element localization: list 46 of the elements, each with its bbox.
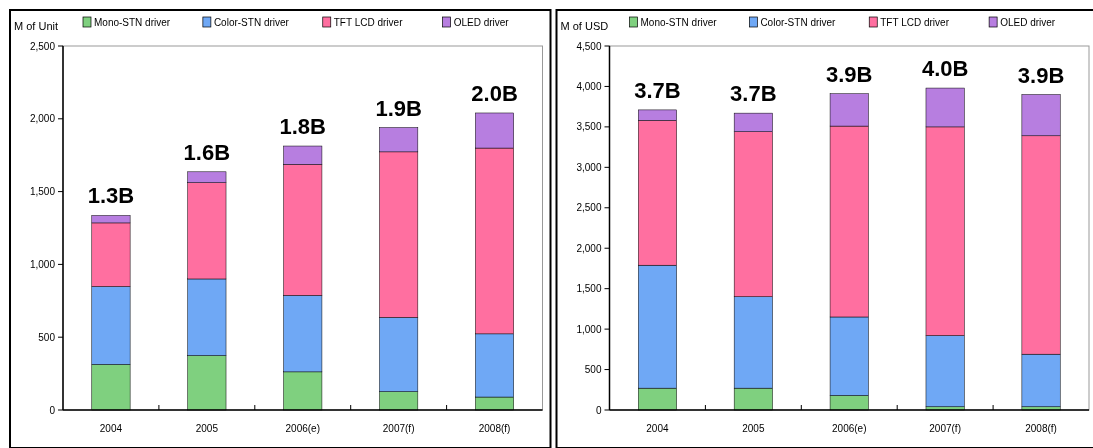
legend-label: TFT LCD driver: [333, 17, 404, 28]
total-label: 1.3B: [87, 183, 135, 209]
x-tick-label: 2008(f): [1025, 423, 1057, 434]
y-axis-title: M of Unit: [14, 20, 59, 32]
x-tick-label: 2005: [742, 423, 765, 434]
y-tick-label: 1,000: [29, 258, 56, 270]
legend-label: Color-STN driver: [213, 17, 290, 28]
total-label: 3.9B: [1017, 62, 1065, 88]
total-label: 2.0B: [471, 80, 518, 106]
total-label: 1.9B: [375, 95, 422, 121]
legend-label: OLED driver: [1000, 17, 1056, 28]
x-tick-label: 2004: [99, 423, 123, 434]
legend-label: Color-STN driver: [760, 17, 837, 28]
y-tick-label: 2,500: [576, 202, 602, 214]
y-tick-label: 3,000: [576, 161, 602, 173]
y-axis-title: M of USD: [560, 20, 609, 32]
legend-label: OLED driver: [453, 17, 510, 28]
y-tick-label: 0: [49, 404, 56, 416]
x-tick-label: 2007(f): [929, 423, 961, 434]
total-label: 1.6B: [183, 139, 231, 165]
x-tick-label: 2004: [646, 423, 670, 434]
x-tick-label: 2008(f): [478, 423, 511, 434]
legend-label: Mono-STN driver: [640, 17, 718, 28]
y-tick-label: 1,500: [29, 186, 56, 198]
total-label: 3.7B: [634, 77, 681, 103]
legend-label: TFT LCD driver: [880, 17, 950, 28]
x-tick-label: 2006(e): [285, 423, 320, 434]
y-tick-label: 4,500: [576, 40, 602, 52]
total-label: 1.8B: [279, 114, 326, 140]
total-label: 3.9B: [826, 61, 873, 87]
y-tick-label: 3,500: [576, 121, 602, 133]
y-tick-label: 0: [595, 404, 602, 416]
y-tick-label: 4,000: [576, 80, 602, 92]
total-label: 3.7B: [730, 81, 777, 107]
x-tick-label: 2006(e): [832, 423, 867, 434]
y-tick-label: 500: [38, 331, 56, 343]
y-tick-label: 500: [584, 364, 602, 376]
y-tick-label: 2,000: [29, 113, 56, 125]
x-tick-label: 2007(f): [382, 423, 415, 434]
legend-label: Mono-STN driver: [94, 17, 171, 28]
y-tick-label: 2,000: [576, 242, 602, 254]
y-tick-label: 1,500: [576, 283, 602, 295]
y-tick-label: 1,000: [576, 323, 602, 335]
y-tick-label: 2,500: [29, 40, 56, 52]
total-label: 4.0B: [921, 56, 969, 82]
x-tick-label: 2005: [195, 423, 219, 434]
